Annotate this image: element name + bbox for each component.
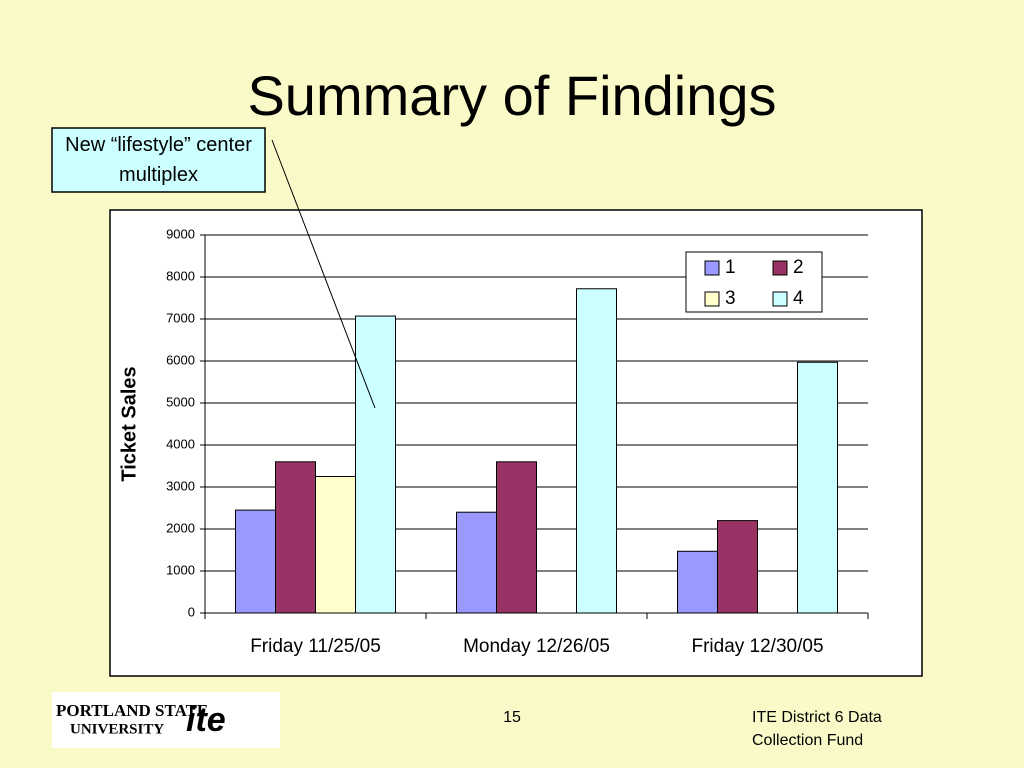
x-tick-label: Monday 12/26/05 bbox=[463, 636, 610, 657]
bar bbox=[315, 476, 356, 614]
legend-swatch bbox=[772, 291, 788, 307]
y-tick-label: 7000 bbox=[166, 310, 195, 325]
bar bbox=[717, 520, 758, 614]
legend-swatch bbox=[704, 260, 720, 276]
bar bbox=[355, 315, 396, 614]
y-tick-label: 5000 bbox=[166, 394, 195, 409]
y-tick-label: 2000 bbox=[166, 520, 195, 535]
bar bbox=[677, 550, 718, 614]
x-tick-label: Friday 11/25/05 bbox=[250, 636, 381, 657]
legend-label: 4 bbox=[793, 288, 804, 309]
annotation-wrap: New “lifestyle” center multiplex bbox=[65, 134, 252, 186]
page-number: 15 bbox=[503, 709, 521, 726]
annotation-pointer bbox=[271, 139, 376, 409]
logo-line1: PORTLAND STATE bbox=[56, 701, 208, 720]
annotation-box bbox=[51, 127, 266, 193]
annotation-text: New “lifestyle” center multiplex bbox=[65, 134, 252, 186]
footer-wrap: ITE District 6 Data Collection Fund bbox=[752, 709, 882, 749]
y-tick-label: 1000 bbox=[166, 562, 195, 577]
bar bbox=[456, 511, 497, 614]
legend-label: 2 bbox=[793, 257, 804, 278]
y-tick-label: 4000 bbox=[166, 436, 195, 451]
logo-line2: UNIVERSITY bbox=[70, 721, 164, 737]
y-tick-label: 0 bbox=[188, 604, 195, 619]
bar bbox=[797, 361, 838, 614]
y-tick-label: 9000 bbox=[166, 226, 195, 241]
y-tick-label: 3000 bbox=[166, 478, 195, 493]
y-axis-label: Ticket Sales bbox=[118, 366, 140, 481]
bar bbox=[235, 509, 276, 614]
slide-title: Summary of Findings bbox=[247, 64, 776, 127]
legend-swatch bbox=[772, 260, 788, 276]
y-tick-label: 6000 bbox=[166, 352, 195, 367]
legend-swatch bbox=[704, 291, 720, 307]
logo-mark: ite bbox=[186, 701, 226, 739]
footer-text: ITE District 6 Data Collection Fund bbox=[752, 709, 882, 749]
bar bbox=[275, 461, 316, 614]
bar bbox=[496, 461, 537, 614]
bar bbox=[576, 288, 617, 614]
logo-box bbox=[52, 692, 280, 748]
legend-label: 1 bbox=[725, 257, 736, 278]
legend-label: 3 bbox=[725, 288, 736, 309]
y-tick-label: 8000 bbox=[166, 268, 195, 283]
x-tick-label: Friday 12/30/05 bbox=[691, 636, 823, 657]
